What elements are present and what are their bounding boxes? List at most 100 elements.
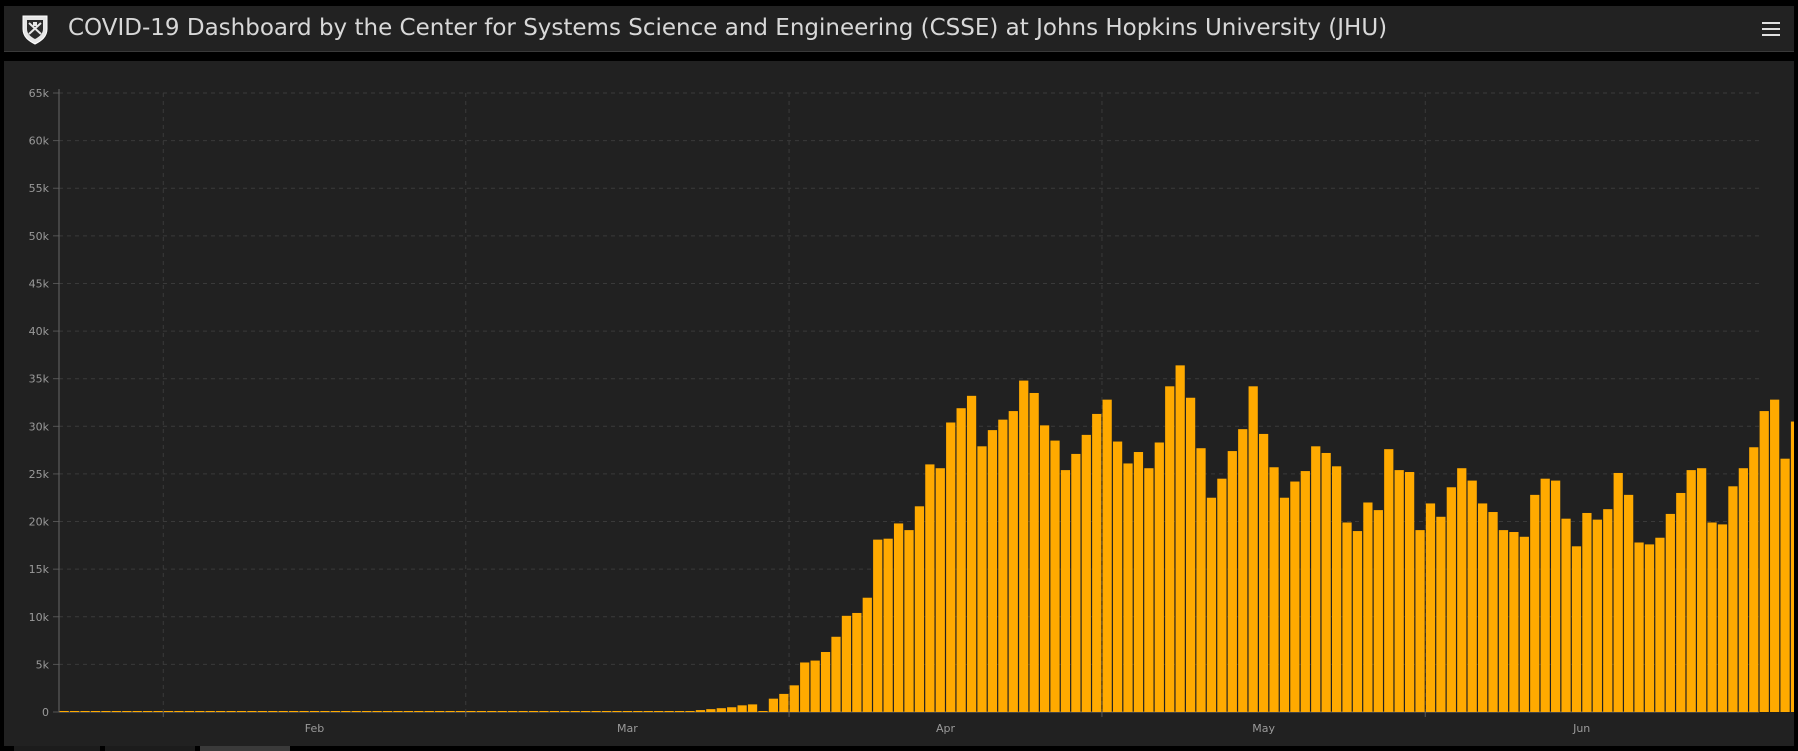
x-tick-label: Apr — [936, 722, 956, 735]
bar — [1039, 425, 1050, 712]
bar — [236, 711, 247, 712]
bar — [1112, 441, 1123, 712]
bar — [1540, 478, 1550, 712]
bar — [591, 711, 601, 712]
bar — [205, 711, 215, 712]
x-tick-label: Jun — [1572, 722, 1590, 735]
bar — [1331, 466, 1342, 712]
jhu-shield-icon — [18, 13, 52, 45]
bar — [998, 419, 1008, 712]
bar — [1738, 468, 1748, 712]
bar — [1248, 386, 1258, 712]
bar — [257, 711, 267, 712]
bar — [581, 711, 591, 712]
bar — [1008, 411, 1018, 712]
y-tick-label: 30k — [29, 420, 50, 433]
bar — [1592, 519, 1602, 712]
footer-tab[interactable] — [14, 746, 100, 751]
footer-tab[interactable] — [105, 746, 195, 751]
y-tick-label: 25k — [29, 468, 50, 481]
bar — [1321, 452, 1331, 712]
bar — [862, 597, 872, 712]
hamburger-menu-icon[interactable] — [1760, 18, 1782, 40]
bar — [122, 711, 132, 712]
bar — [1749, 447, 1759, 712]
bar — [393, 711, 403, 712]
bar — [654, 711, 664, 712]
y-tick-label: 50k — [29, 230, 50, 243]
bar — [1665, 513, 1675, 712]
bar — [1759, 411, 1769, 712]
bar — [560, 711, 570, 712]
bar — [382, 711, 393, 712]
bar — [914, 506, 925, 712]
y-tick-label: 15k — [29, 563, 50, 576]
bar — [1185, 397, 1196, 712]
bar — [789, 685, 799, 712]
bar — [163, 711, 174, 712]
bar — [1269, 467, 1279, 712]
bar — [1457, 468, 1467, 712]
bar — [403, 711, 413, 712]
bar — [1530, 494, 1540, 712]
bar — [1092, 413, 1102, 712]
bar — [216, 711, 226, 712]
dashboard-title: COVID-19 Dashboard by the Center for Sys… — [68, 15, 1388, 41]
y-tick-label: 65k — [29, 87, 50, 100]
bar — [612, 711, 622, 712]
bar — [1436, 516, 1446, 712]
y-tick-label: 10k — [29, 611, 50, 624]
bar — [1634, 542, 1644, 712]
bar — [1154, 442, 1164, 712]
bar — [268, 711, 278, 712]
bar — [508, 711, 518, 712]
bar — [487, 711, 497, 712]
bar — [1697, 468, 1707, 712]
bar — [528, 711, 539, 712]
bar — [800, 662, 810, 712]
bar — [1551, 480, 1561, 712]
bar — [633, 711, 643, 712]
bar — [674, 711, 685, 712]
bar — [904, 530, 914, 712]
bar — [987, 430, 998, 712]
bar — [1582, 512, 1592, 712]
bar — [1790, 421, 1794, 712]
bar — [1717, 524, 1728, 712]
bar — [1133, 452, 1144, 712]
bar — [873, 539, 883, 712]
y-tick-label: 40k — [29, 325, 50, 338]
bar — [476, 711, 487, 712]
header-bar: COVID-19 Dashboard by the Center for Sys… — [4, 6, 1794, 52]
bar — [351, 711, 361, 712]
bar — [80, 711, 90, 712]
bar — [1644, 544, 1655, 712]
bar — [143, 711, 153, 712]
bar — [226, 711, 236, 712]
bar — [810, 660, 820, 712]
bar — [758, 711, 768, 712]
bar — [1227, 451, 1237, 712]
bar — [935, 468, 945, 712]
bar — [466, 711, 476, 712]
bar — [1279, 497, 1290, 712]
footer-tab-strip — [0, 746, 1798, 751]
bar — [1352, 531, 1363, 712]
bar — [685, 711, 695, 712]
bar — [497, 711, 507, 712]
bar — [841, 615, 852, 712]
footer-tab[interactable] — [200, 746, 290, 751]
bar — [1509, 532, 1519, 712]
bar — [153, 711, 163, 712]
bar — [1676, 492, 1686, 712]
bar — [664, 711, 674, 712]
bar — [1102, 399, 1112, 712]
bar — [779, 693, 789, 712]
bar — [299, 711, 309, 712]
bar — [362, 711, 372, 712]
bar — [768, 698, 779, 712]
bar — [70, 711, 80, 712]
bar — [1770, 399, 1780, 712]
bar — [1019, 380, 1029, 712]
bar — [1342, 522, 1352, 712]
